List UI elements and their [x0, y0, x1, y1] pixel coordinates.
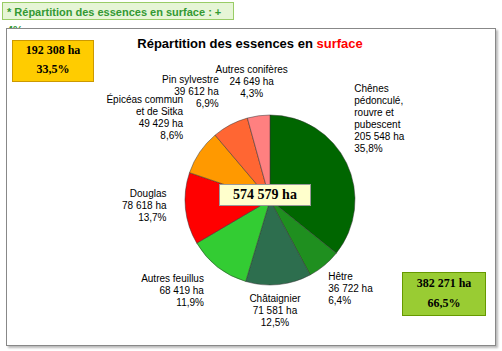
html-text:574 579 ha: 574 579 ha	[233, 187, 297, 202]
html-text:66,5%: 66,5%	[427, 296, 461, 310]
svg-text:Épicéas communet de Sitka49 42: Épicéas communet de Sitka49 429 ha8,6%	[106, 93, 183, 141]
svg-text:Hêtre36 722 ha6,4%: Hêtre36 722 ha6,4%	[328, 271, 373, 306]
svg-text:Autres conifères24 649 ha4,3%: Autres conifères24 649 ha4,3%	[216, 64, 288, 99]
html-text:192 308 ha: 192 308 ha	[25, 43, 81, 57]
svg-text:Chênespédonculé,rouvre etpubes: Chênespédonculé,rouvre etpubescent205 54…	[354, 83, 404, 154]
svg-text:Châtaignier71 581 ha12,5%: Châtaignier71 581 ha12,5%	[249, 293, 301, 328]
html-text:Répartition des essences en su: Répartition des essences en surface	[137, 36, 363, 51]
html-text:33,5%: 33,5%	[36, 62, 70, 76]
html-text:* Répartition des essences en: * Répartition des essences en surface : …	[7, 6, 222, 36]
svg-text:Autres feuillus68 419 ha11,9%: Autres feuillus68 419 ha11,9%	[141, 273, 204, 308]
html-text:382 271 ha: 382 271 ha	[416, 276, 472, 290]
svg-text:Douglas78 618 ha13,7%: Douglas78 618 ha13,7%	[122, 188, 167, 223]
svg-text:Pin sylvestre39 612 ha6,9%: Pin sylvestre39 612 ha6,9%	[162, 74, 219, 109]
